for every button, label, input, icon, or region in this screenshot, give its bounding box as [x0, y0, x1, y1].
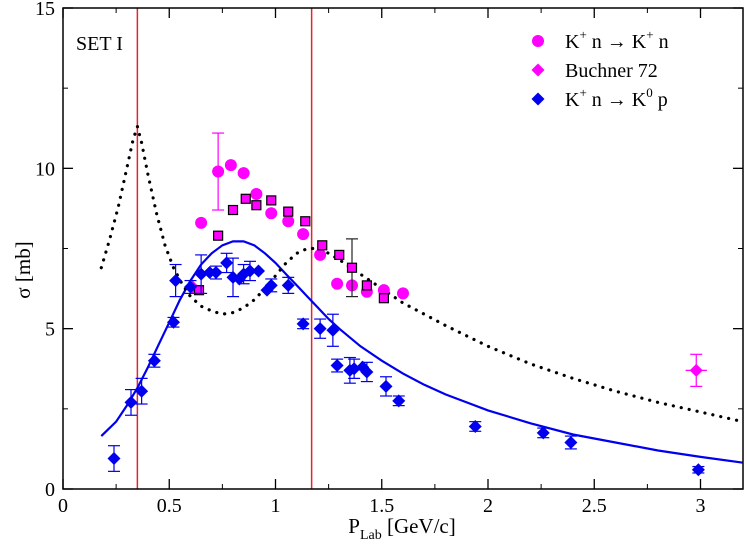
data-point-3-24: [347, 362, 361, 376]
x-tick-label-6: 3: [696, 495, 706, 517]
data-point-3-31: [564, 436, 578, 450]
data-point-2-6: [283, 206, 294, 217]
y-tick-label-2: 10: [35, 158, 55, 180]
data-point-2-12: [378, 293, 389, 304]
data-point-0-3: [237, 167, 250, 180]
legend-sup: +: [646, 27, 653, 42]
data-point-3-0: [107, 452, 121, 466]
data-point-3-26: [360, 365, 374, 379]
data-point-3-1: [124, 395, 138, 409]
data-point-3-29: [468, 419, 482, 433]
data-point-0-9: [331, 277, 344, 290]
data-point-2-3: [240, 193, 251, 204]
data-point-0-1: [212, 165, 225, 178]
x-tick-label-4: 2: [483, 495, 493, 517]
y-tick-label-1: 5: [45, 319, 55, 341]
legend-text: n → K: [587, 31, 647, 53]
x-tick-label-5: 2.5: [582, 495, 607, 517]
data-point-3-21: [326, 323, 340, 337]
data-point-3-14: [243, 264, 257, 278]
legend-label-0: K+ n → K+ n: [565, 27, 669, 53]
data-point-3-15: [252, 264, 265, 278]
data-point-0-4: [250, 187, 263, 200]
vertical-lines: [136, 8, 313, 489]
data-point-0-2: [224, 159, 237, 172]
data-point-0-5: [265, 207, 278, 220]
data-point-3-19: [296, 317, 310, 331]
data-point-2-5: [266, 195, 277, 206]
data-point-0-0: [195, 216, 208, 229]
legend-marker-0: [532, 35, 544, 47]
data-point-3-7: [194, 267, 208, 281]
data-point-2-8: [317, 240, 328, 251]
data-point-0-7: [297, 228, 310, 241]
legend-sup: +: [579, 85, 586, 100]
data-point-2-11: [361, 280, 372, 291]
data-point-2-1: [213, 230, 224, 241]
x-axis-label-main: P: [348, 514, 360, 538]
solid-curve: [100, 240, 744, 464]
data-point-3-20: [313, 322, 327, 336]
data-point-2-7: [300, 216, 311, 227]
x-tick-label-0: 0: [58, 495, 68, 517]
data-point-3-6: [184, 280, 197, 294]
legend-marker-2: [531, 92, 545, 106]
data-point-0-13: [397, 287, 409, 300]
legend-text: K: [565, 89, 580, 111]
legend-text: p: [653, 89, 668, 111]
y-axis-label: σ [mb]: [11, 241, 35, 298]
x-tick-label-2: 1: [271, 495, 281, 517]
legend-sup: 0: [646, 85, 653, 100]
set-label: SET I: [76, 33, 123, 55]
data-point-3-2: [135, 384, 149, 398]
legend-label-1: Buchner 72: [565, 60, 658, 82]
y-tick-label-3: 15: [35, 0, 55, 20]
data-point-3-17: [264, 278, 278, 292]
data-point-3-5: [169, 274, 183, 288]
x-axis-label: PLab [GeV/c]: [348, 514, 456, 543]
data-points: [107, 132, 707, 477]
data-point-3-27: [379, 379, 393, 393]
data-point-0-8: [314, 248, 327, 261]
x-tick-label-1: 0.5: [157, 495, 182, 517]
legend-marker-1: [531, 63, 545, 77]
data-point-3-22: [330, 359, 344, 373]
data-point-3-30: [536, 426, 550, 440]
data-point-3-4: [167, 315, 180, 329]
data-point-2-9: [334, 249, 345, 261]
legend-text: Buchner 72: [565, 60, 658, 82]
legend-sup: +: [579, 27, 586, 42]
data-point-3-28: [392, 394, 406, 408]
axes: 0 0.5 1 1.5 2 2.5 3 0 5 10 15: [35, 0, 744, 517]
legend-text: n: [654, 31, 669, 53]
data-point-2-2: [227, 204, 239, 216]
data-point-0-6: [282, 215, 295, 228]
data-point-2-4: [251, 200, 262, 211]
data-point-3-18: [281, 278, 295, 292]
x-tick-label-3: 1.5: [369, 495, 394, 517]
data-point-3-9: [209, 266, 223, 280]
data-point-1-1: [689, 363, 703, 377]
data-point-3-10: [220, 256, 234, 270]
legend-text: n → K: [587, 89, 647, 111]
data-point-3-32: [691, 463, 705, 477]
x-axis-label-sub: Lab: [360, 528, 382, 543]
y-tick-label-0: 0: [45, 479, 55, 501]
data-point-2-0: [193, 285, 205, 296]
data-point-3-3: [147, 354, 161, 368]
legend-text: K: [565, 31, 580, 53]
data-point-2-10: [346, 262, 358, 273]
x-axis-label-rest: [GeV/c]: [382, 514, 456, 538]
legend-label-2: K+ n → K0 p: [565, 85, 668, 111]
